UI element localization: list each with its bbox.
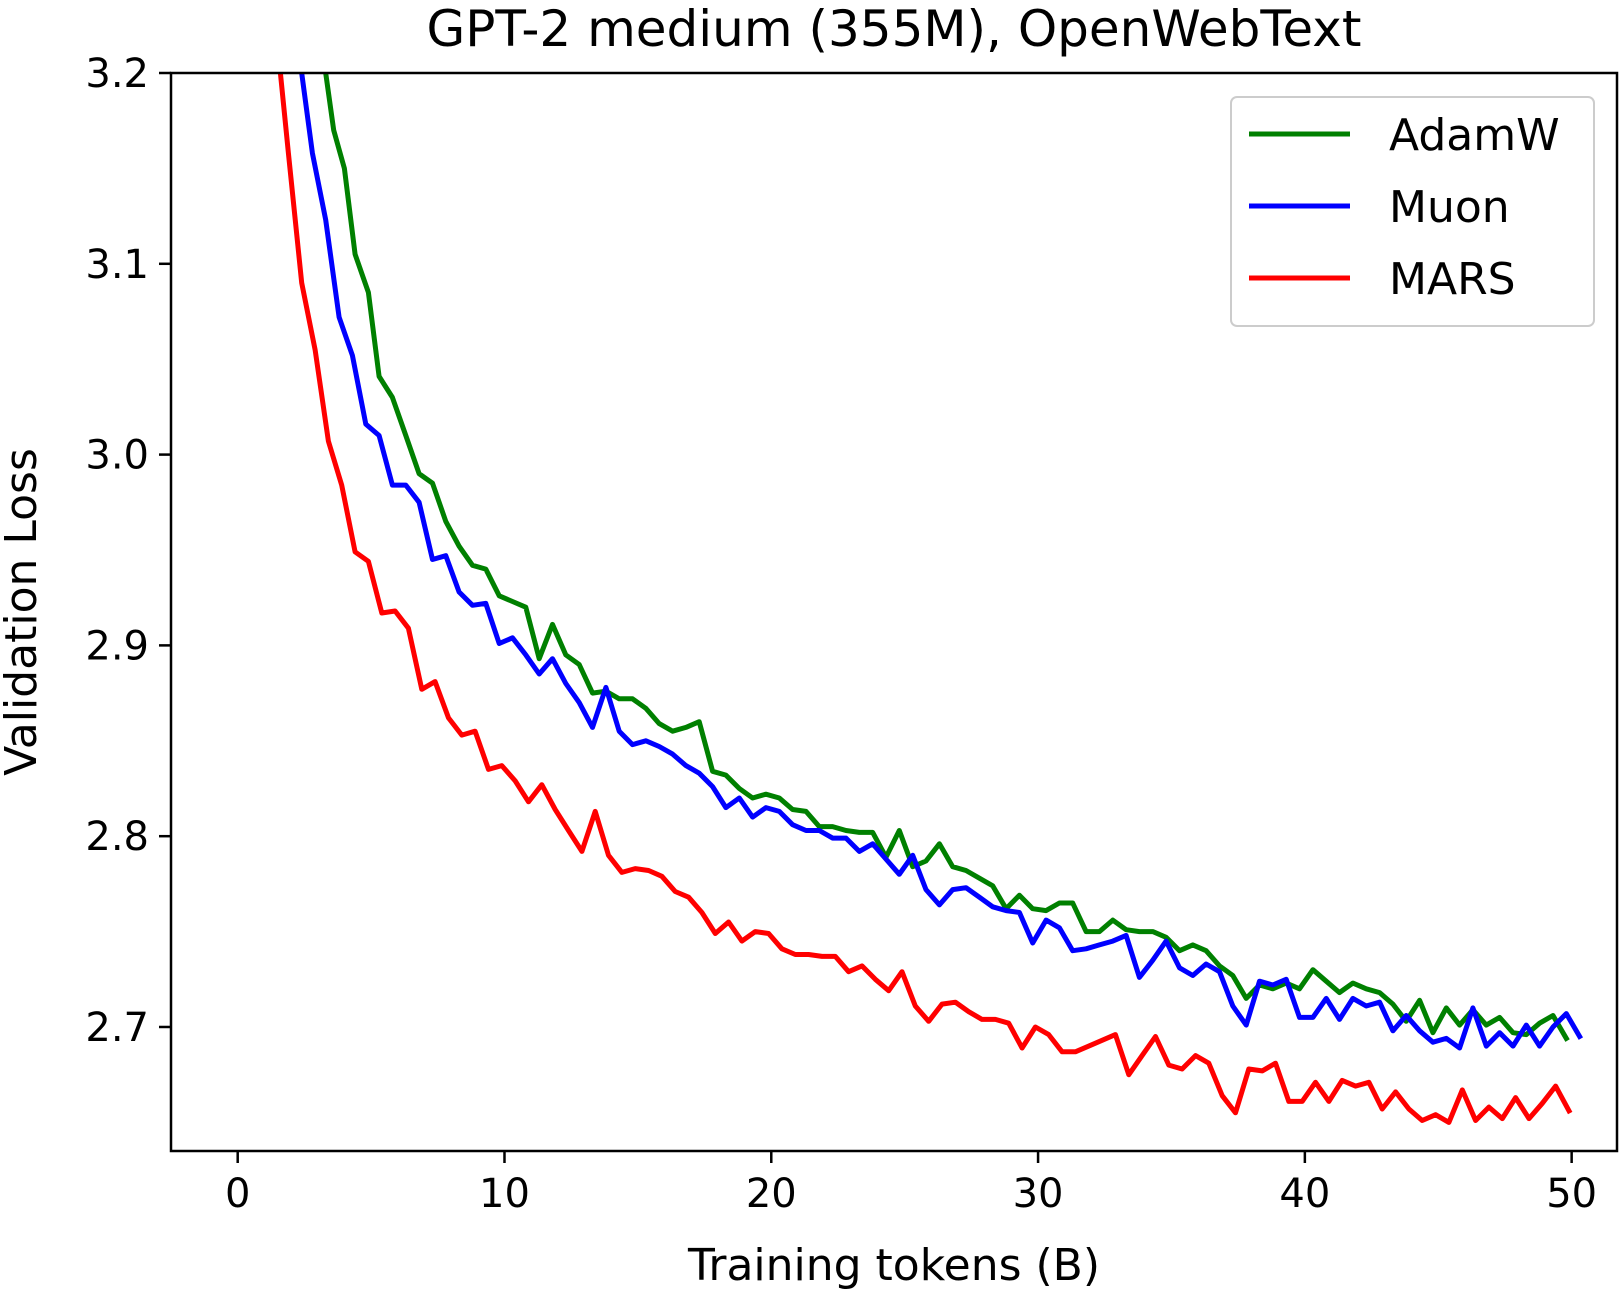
- legend-label-mars: MARS: [1389, 254, 1516, 305]
- x-tick-label: 50: [1546, 1171, 1597, 1217]
- legend: AdamW Muon MARS: [1230, 96, 1595, 327]
- x-tick-label: 20: [746, 1171, 797, 1217]
- y-tick-label: 2.7: [85, 1005, 149, 1051]
- plot-frame: [169, 71, 1619, 1153]
- y-axis: 2.7 2.8 2.9 3.0 3.1 3.2: [85, 51, 171, 1051]
- x-axis: 0 10 20 30 40 50: [225, 1151, 1597, 1217]
- x-axis-label: Training tokens (B): [687, 1240, 1100, 1291]
- series-line-muon: [299, 73, 1584, 1051]
- series-line-mars: [277, 73, 1573, 1125]
- y-tick-label: 2.8: [85, 814, 149, 860]
- series-layer: [277, 73, 1584, 1125]
- y-tick-label: 3.1: [85, 242, 149, 288]
- x-tick-label: 40: [1279, 1171, 1330, 1217]
- y-tick-label: 2.9: [85, 623, 149, 669]
- x-tick-label: 0: [225, 1171, 250, 1217]
- legend-label-adamw: AdamW: [1389, 110, 1560, 161]
- y-axis-label: Validation Loss: [0, 448, 47, 776]
- legend-label-muon: Muon: [1389, 182, 1510, 233]
- x-tick-label: 30: [1013, 1171, 1064, 1217]
- y-tick-label: 3.0: [85, 433, 149, 479]
- y-tick-label: 3.2: [85, 51, 149, 97]
- chart-title: GPT-2 medium (355M), OpenWebText: [426, 0, 1361, 58]
- series-line-adamw: [323, 73, 1570, 1042]
- legend-box: [1230, 96, 1595, 327]
- x-tick-label: 10: [479, 1171, 530, 1217]
